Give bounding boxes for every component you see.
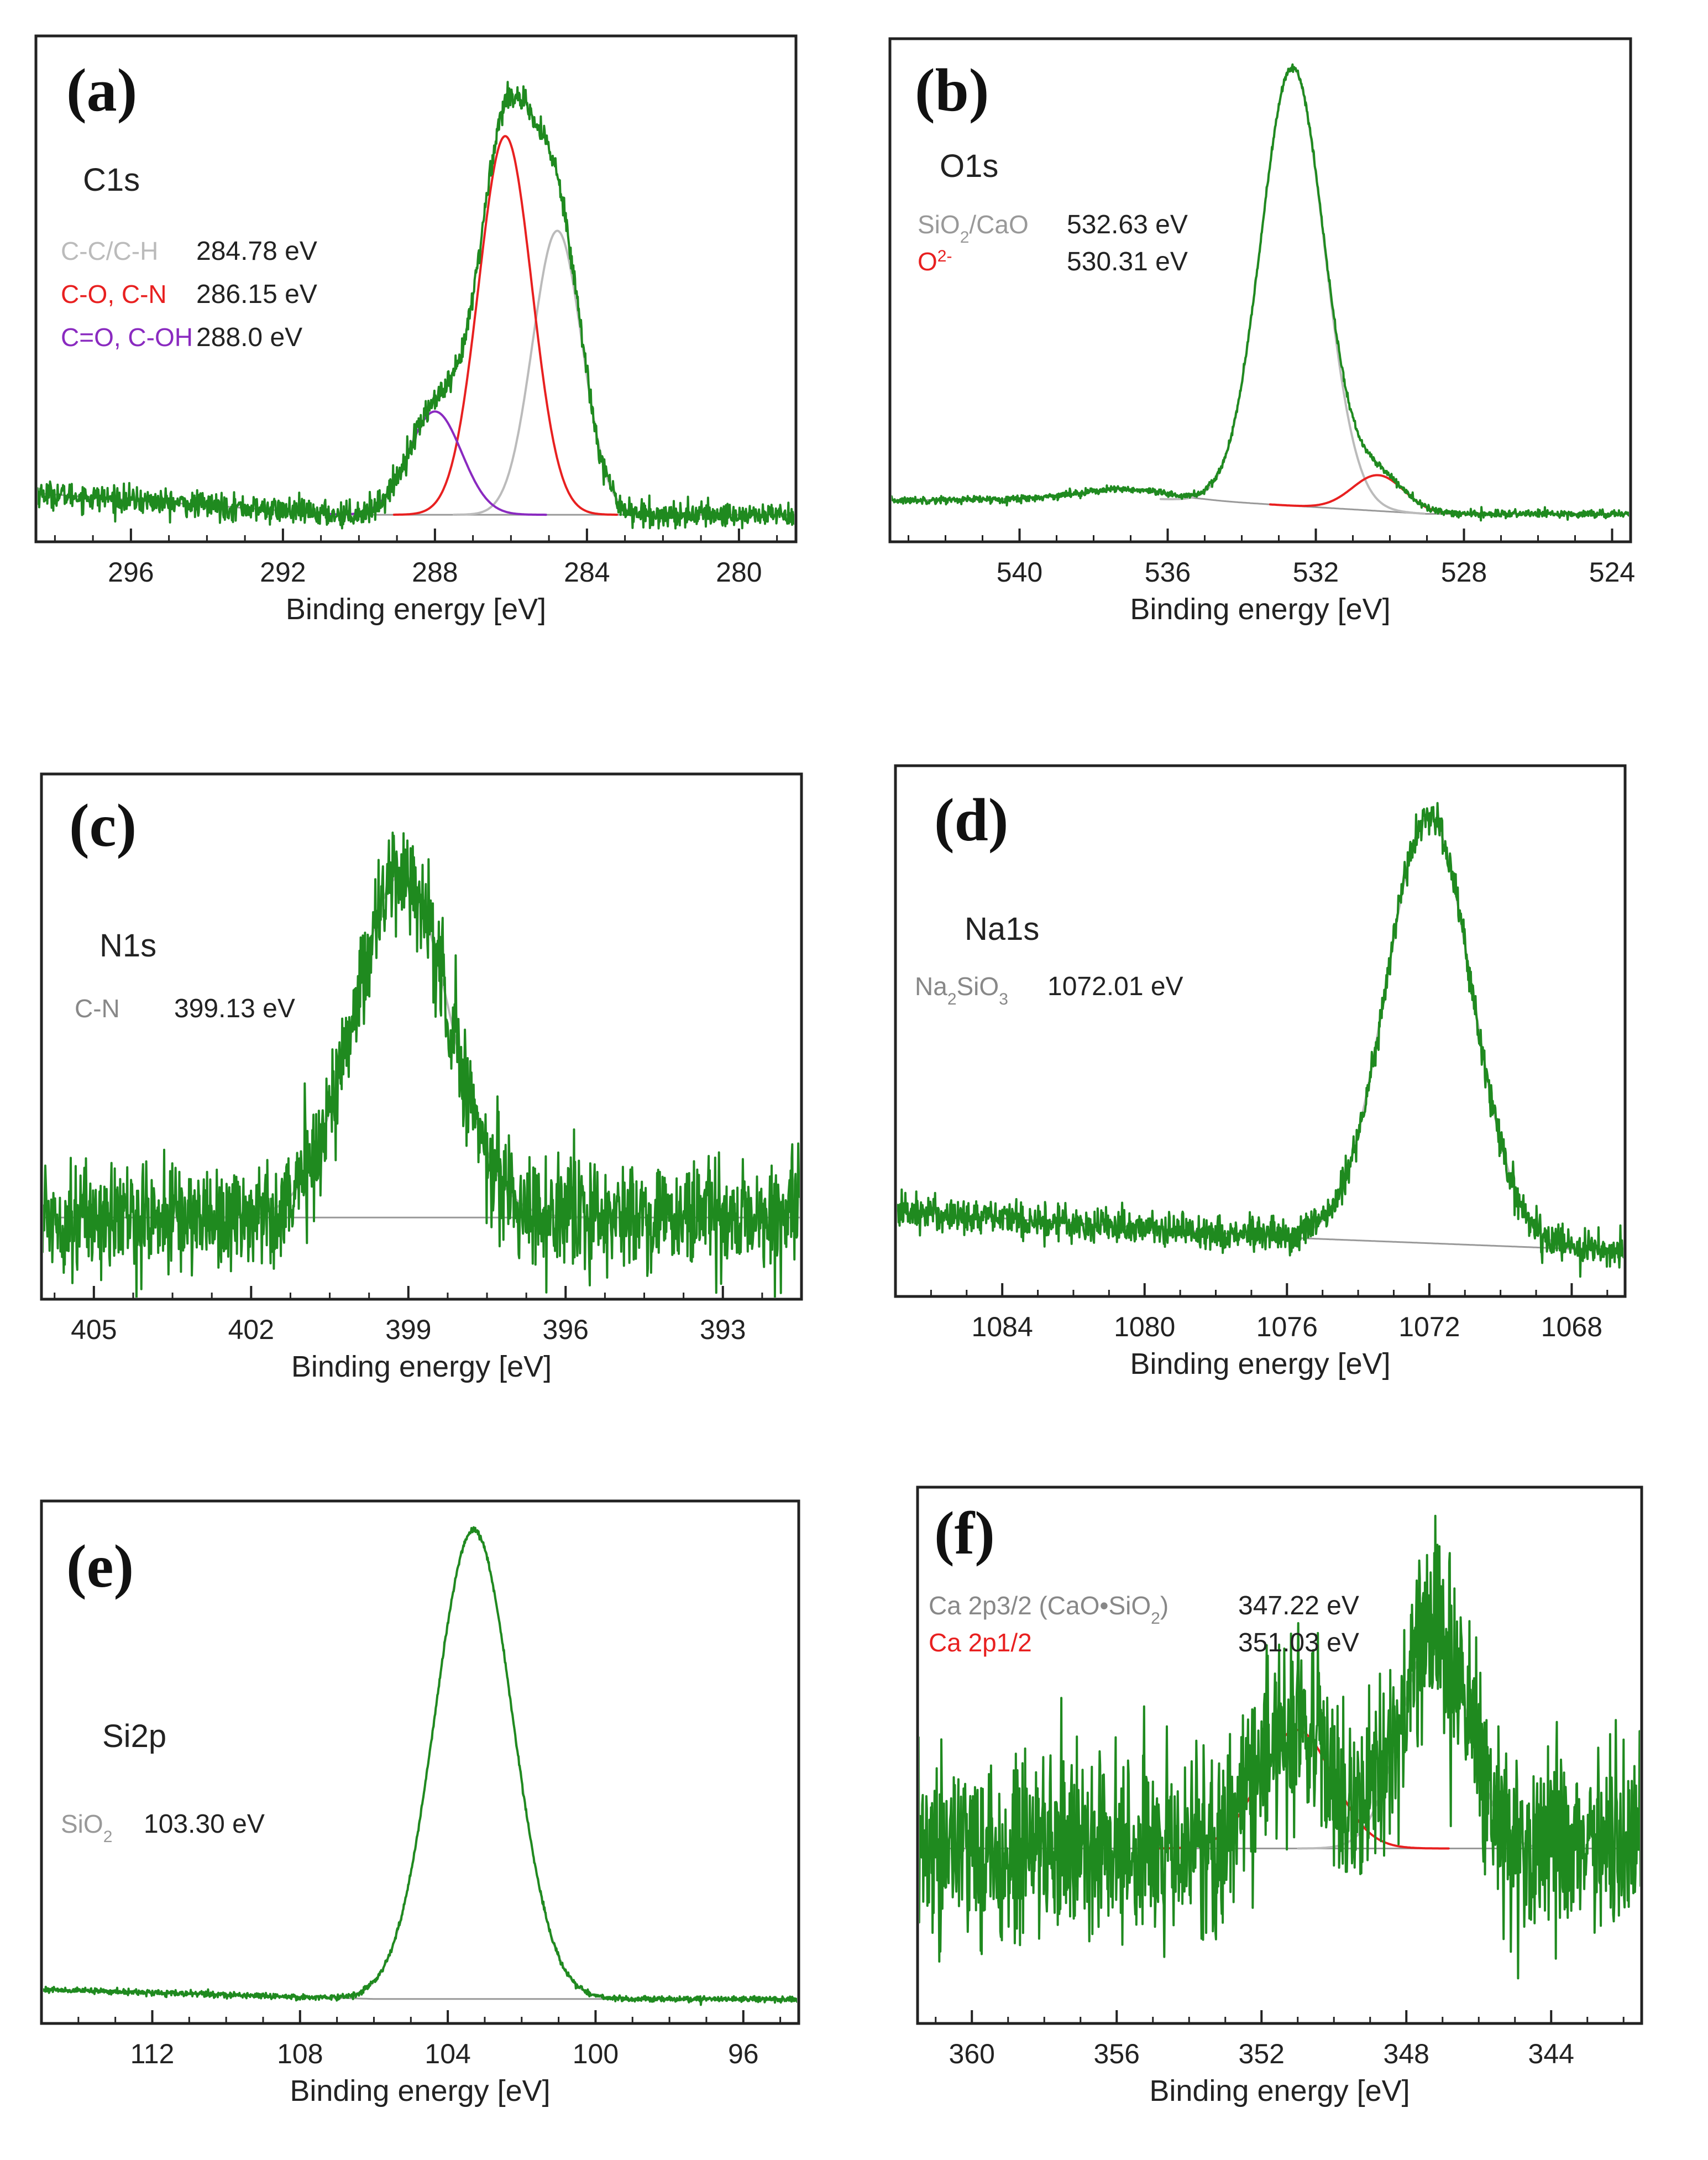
- component-name: C=O, C-OH: [61, 323, 193, 352]
- core-level-label: Na1s: [965, 911, 1039, 947]
- panel-f: 360 356 352 348 344 Binding energy [eV] (f) Ca …: [916, 1486, 1643, 2107]
- x-tick-label: 284: [564, 557, 610, 588]
- component-value: 532.63 eV: [1067, 210, 1188, 239]
- measured-spectrum: [38, 81, 794, 530]
- x-tick-label: 536: [1145, 557, 1191, 588]
- curves: [43, 831, 800, 1298]
- x-axis-title: Binding energy [eV]: [1130, 593, 1390, 626]
- x-tick-label: 292: [260, 557, 306, 588]
- component-value: 1072.01 eV: [1047, 972, 1183, 1001]
- x-tick-label: 296: [108, 557, 154, 588]
- x-tick-label: 280: [716, 557, 762, 588]
- x-tick-label: 1072: [1398, 1311, 1460, 1342]
- x-tick-label: 108: [277, 2038, 323, 2069]
- x-tick-label: 96: [728, 2038, 759, 2069]
- x-tick-label: 344: [1528, 2038, 1574, 2069]
- fit-curve-2: [392, 135, 619, 516]
- x-tick-label: 104: [425, 2038, 470, 2069]
- x-tick-label: 100: [573, 2038, 619, 2069]
- component-value: 351.03 eV: [1238, 1628, 1359, 1657]
- component-value: 288.0 eV: [196, 323, 302, 352]
- panel-e: 112 108 104 100 96 Binding energy [eV] (e) Si2p…: [40, 1499, 800, 2107]
- panel-label: (b): [915, 56, 989, 124]
- component-name: C-N: [75, 994, 120, 1023]
- core-level-label: O1s: [940, 148, 998, 184]
- x-axis-title: Binding energy [eV]: [286, 593, 546, 626]
- x-tick-label: 356: [1094, 2038, 1140, 2069]
- x-tick-label: 528: [1441, 557, 1487, 588]
- panel-c: 405 402 399 396 393 Binding energy [eV] (c) N1s…: [40, 772, 803, 1383]
- curves: [43, 1526, 797, 2006]
- panel-label: (d): [934, 786, 1008, 854]
- x-tick-label: 532: [1293, 557, 1339, 588]
- component-value: 530.31 eV: [1067, 247, 1188, 276]
- core-level-label: Si2p: [102, 1718, 166, 1754]
- x-tick-label: 112: [130, 2038, 175, 2069]
- component-name: C-C/C-H: [61, 237, 158, 265]
- panel-label: (f): [934, 1499, 995, 1567]
- panel-label: (c): [69, 792, 137, 859]
- x-tick-label: 405: [71, 1314, 117, 1345]
- measured-spectrum: [43, 1526, 797, 2006]
- measured-spectrum: [919, 1514, 1640, 1980]
- x-tick-label: 402: [228, 1314, 274, 1345]
- x-axis-title: Binding energy [eV]: [1130, 1347, 1390, 1380]
- component-value: 103.30 eV: [144, 1809, 265, 1839]
- measured-spectrum: [892, 63, 1629, 522]
- component-value: 347.22 eV: [1238, 1591, 1359, 1620]
- component-name: C-O, C-N: [61, 280, 167, 308]
- x-tick-label: 396: [543, 1314, 589, 1345]
- x-tick-label: 540: [997, 557, 1042, 588]
- plot-frame: [40, 772, 803, 1301]
- x-tick-label: 393: [700, 1314, 746, 1345]
- fit-curve-1: [453, 229, 662, 516]
- x-tick-label: 524: [1589, 557, 1635, 588]
- x-axis-title: Binding energy [eV]: [291, 1350, 552, 1383]
- measured-spectrum: [43, 831, 800, 1298]
- x-tick-label: 1068: [1541, 1311, 1602, 1342]
- x-axis-title: Binding energy [eV]: [290, 2074, 550, 2107]
- panel-label: (a): [66, 56, 137, 124]
- x-tick-label: 1084: [972, 1311, 1033, 1342]
- component-value: 284.78 eV: [196, 237, 317, 266]
- plot-frame: [34, 34, 798, 543]
- x-tick-label: 352: [1239, 2038, 1285, 2069]
- x-tick-label: 288: [412, 557, 458, 588]
- x-tick-label: 1076: [1256, 1311, 1318, 1342]
- plot-frame: [888, 37, 1632, 543]
- component-value: 286.15 eV: [196, 280, 317, 309]
- curves: [892, 63, 1629, 522]
- panel-a: 296 292 288 284 280 Binding energy [eV] (a) C1s…: [34, 34, 798, 626]
- x-axis-title: Binding energy [eV]: [1149, 2074, 1410, 2107]
- x-tick-label: 360: [949, 2038, 995, 2069]
- plot-frame: [894, 764, 1627, 1298]
- plot-frame: [40, 1499, 800, 2025]
- x-tick-label: 1080: [1114, 1311, 1175, 1342]
- component-value: 399.13 eV: [174, 994, 295, 1023]
- x-tick-label: 348: [1384, 2038, 1429, 2069]
- component-name: Ca 2p1/2: [929, 1628, 1032, 1657]
- measured-spectrum: [897, 802, 1623, 1278]
- core-level-label: N1s: [99, 928, 156, 964]
- plot-frame: [916, 1486, 1643, 2025]
- curves: [38, 81, 794, 530]
- x-tick-label: 399: [385, 1314, 431, 1345]
- curves: [897, 802, 1623, 1278]
- panel-label: (e): [66, 1533, 134, 1600]
- core-level-label: C1s: [83, 162, 140, 198]
- panel-d: 1084 1080 1076 1072 1068 Binding energy [eV] (…: [894, 764, 1627, 1380]
- curves: [919, 1514, 1640, 1980]
